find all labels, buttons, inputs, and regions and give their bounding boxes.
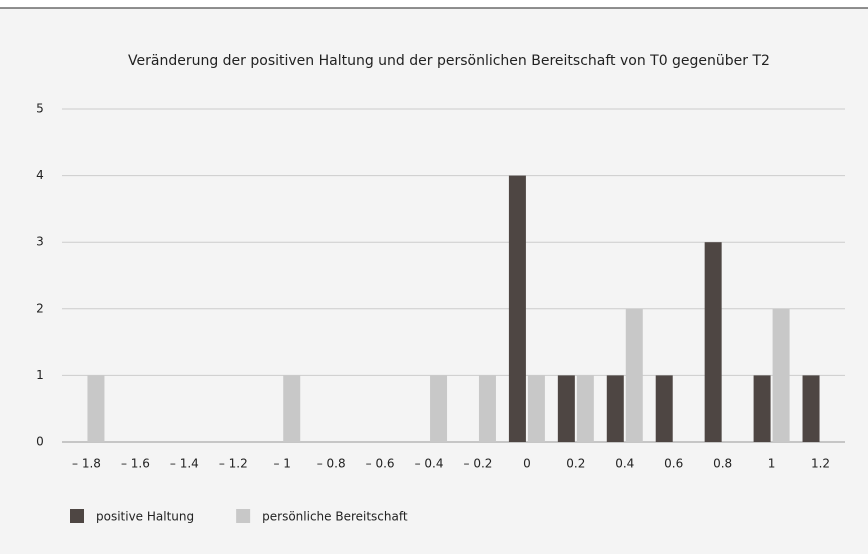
x-tick-label: 1: [768, 457, 776, 471]
x-tick-label: 0.8: [713, 457, 732, 471]
x-tick-label: – 1.8: [72, 457, 101, 471]
x-tick-label: 0.2: [566, 457, 585, 471]
bar: [508, 175, 526, 442]
x-tick-label: 0: [523, 457, 531, 471]
bar: [283, 375, 301, 442]
x-tick-label: – 1.2: [219, 457, 248, 471]
legend-swatch: [70, 509, 84, 523]
bar: [655, 375, 673, 442]
bar: [753, 375, 771, 442]
y-tick-label: 0: [36, 435, 44, 449]
x-tick-label: – 1.4: [170, 457, 199, 471]
x-tick-label: – 0.8: [317, 457, 346, 471]
chart-title: Veränderung der positiven Haltung und de…: [128, 53, 770, 69]
x-tick-label: 0.4: [615, 457, 634, 471]
bar: [625, 308, 643, 442]
x-tick-label: – 1.6: [121, 457, 150, 471]
x-tick-label: – 0.4: [415, 457, 444, 471]
bar: [87, 375, 105, 442]
legend-label: positive Haltung: [96, 510, 194, 524]
x-tick-label: 1.2: [811, 457, 830, 471]
background: [0, 8, 868, 554]
bar: [557, 375, 575, 442]
x-tick-label: – 0.6: [366, 457, 395, 471]
legend-swatch: [236, 509, 251, 523]
bar: [802, 375, 820, 442]
bar: [704, 242, 722, 442]
x-tick-label: – 0.2: [464, 457, 493, 471]
y-tick-label: 1: [36, 368, 44, 382]
bar: [478, 375, 496, 442]
y-tick-label: 5: [36, 102, 44, 116]
legend-label: persönliche Bereitschaft: [262, 510, 408, 524]
bar: [772, 308, 790, 442]
bar: [527, 375, 545, 442]
x-tick-label: 0.6: [664, 457, 683, 471]
bar: [576, 375, 594, 442]
y-tick-label: 3: [36, 235, 44, 249]
y-tick-label: 2: [36, 301, 44, 315]
bar: [606, 375, 624, 442]
y-tick-label: 4: [36, 168, 44, 182]
x-tick-label: – 1: [273, 457, 290, 471]
bar: [430, 375, 448, 442]
